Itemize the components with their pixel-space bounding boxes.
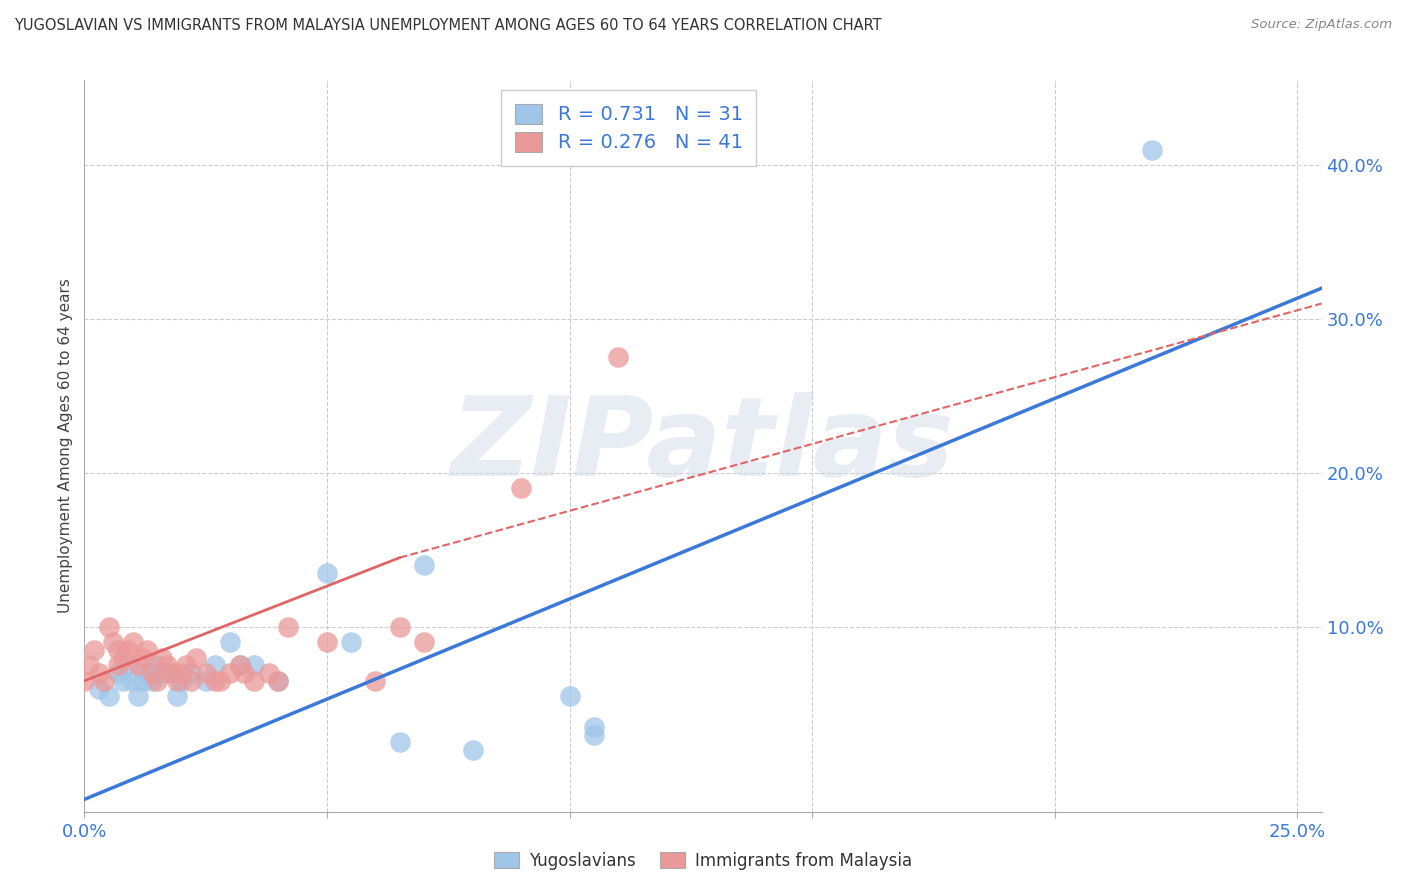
Point bbox=[160, 666, 183, 681]
Point bbox=[97, 690, 120, 704]
Point bbox=[228, 658, 250, 673]
Point bbox=[83, 643, 105, 657]
Point bbox=[174, 658, 197, 673]
Text: YUGOSLAVIAN VS IMMIGRANTS FROM MALAYSIA UNEMPLOYMENT AMONG AGES 60 TO 64 YEARS C: YUGOSLAVIAN VS IMMIGRANTS FROM MALAYSIA … bbox=[14, 18, 882, 33]
Point bbox=[112, 650, 135, 665]
Point bbox=[150, 650, 173, 665]
Point bbox=[607, 351, 630, 365]
Point bbox=[87, 666, 110, 681]
Point bbox=[267, 673, 290, 688]
Point bbox=[204, 658, 226, 673]
Point bbox=[146, 658, 169, 673]
Point bbox=[87, 681, 110, 696]
Point bbox=[107, 643, 129, 657]
Point bbox=[194, 666, 217, 681]
Point bbox=[93, 673, 115, 688]
Point bbox=[170, 673, 193, 688]
Point bbox=[73, 673, 96, 688]
Point bbox=[107, 666, 129, 681]
Point bbox=[131, 650, 153, 665]
Point bbox=[582, 720, 605, 734]
Point bbox=[131, 673, 153, 688]
Point bbox=[122, 635, 145, 649]
Point bbox=[316, 635, 339, 649]
Point bbox=[180, 666, 202, 681]
Point bbox=[340, 635, 363, 649]
Point bbox=[209, 673, 232, 688]
Point bbox=[156, 658, 179, 673]
Point bbox=[146, 673, 169, 688]
Text: Source: ZipAtlas.com: Source: ZipAtlas.com bbox=[1251, 18, 1392, 31]
Point bbox=[122, 673, 145, 688]
Point bbox=[127, 690, 149, 704]
Point bbox=[364, 673, 387, 688]
Point bbox=[243, 673, 266, 688]
Y-axis label: Unemployment Among Ages 60 to 64 years: Unemployment Among Ages 60 to 64 years bbox=[58, 278, 73, 614]
Point bbox=[166, 673, 188, 688]
Point bbox=[103, 635, 125, 649]
Point bbox=[150, 666, 173, 681]
Point bbox=[194, 673, 217, 688]
Point bbox=[136, 666, 159, 681]
Point bbox=[558, 690, 581, 704]
Point bbox=[267, 673, 290, 688]
Point bbox=[233, 666, 256, 681]
Point bbox=[184, 650, 207, 665]
Point bbox=[141, 673, 163, 688]
Point bbox=[582, 728, 605, 742]
Point bbox=[117, 643, 139, 657]
Point bbox=[97, 620, 120, 634]
Point bbox=[112, 673, 135, 688]
Point bbox=[413, 558, 436, 573]
Point bbox=[277, 620, 299, 634]
Point bbox=[1140, 143, 1163, 157]
Point bbox=[510, 481, 533, 495]
Point bbox=[243, 658, 266, 673]
Point bbox=[166, 690, 188, 704]
Point bbox=[461, 743, 484, 757]
Legend: Yugoslavians, Immigrants from Malaysia: Yugoslavians, Immigrants from Malaysia bbox=[486, 846, 920, 877]
Point bbox=[170, 666, 193, 681]
Point bbox=[136, 643, 159, 657]
Point bbox=[413, 635, 436, 649]
Text: ZIPatlas: ZIPatlas bbox=[451, 392, 955, 500]
Point bbox=[228, 658, 250, 673]
Point bbox=[180, 673, 202, 688]
Point bbox=[219, 666, 242, 681]
Point bbox=[127, 658, 149, 673]
Point bbox=[77, 658, 100, 673]
Point bbox=[204, 673, 226, 688]
Point bbox=[107, 658, 129, 673]
Point bbox=[316, 566, 339, 580]
Point bbox=[388, 620, 411, 634]
Point bbox=[257, 666, 280, 681]
Point bbox=[388, 735, 411, 749]
Point bbox=[160, 666, 183, 681]
Point bbox=[219, 635, 242, 649]
Point bbox=[117, 658, 139, 673]
Point bbox=[141, 666, 163, 681]
